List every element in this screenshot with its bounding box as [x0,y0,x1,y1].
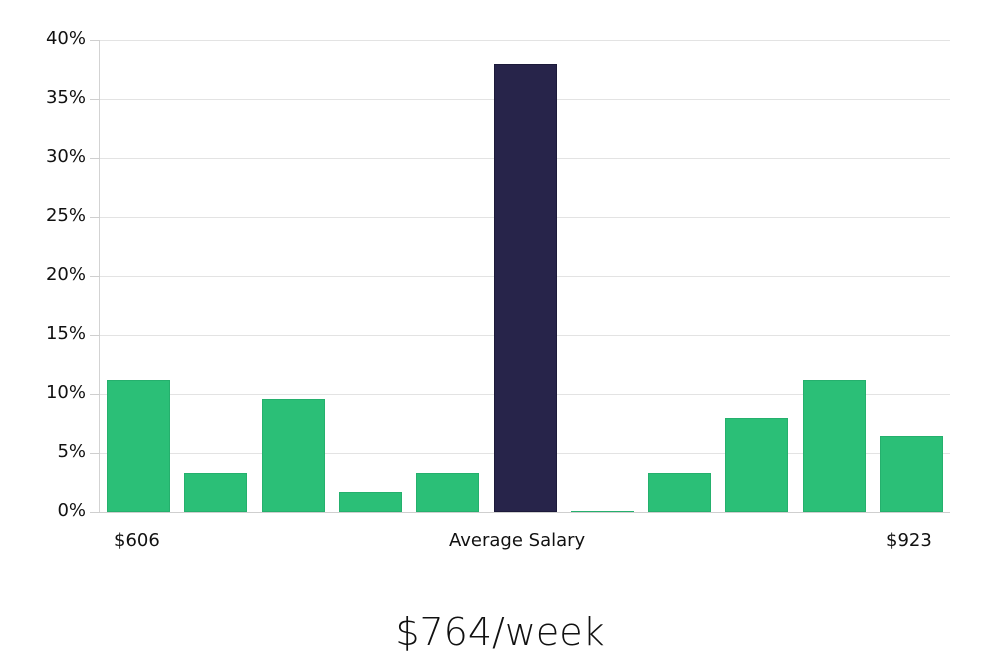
x-axis-line [99,512,950,513]
y-tick-mark [90,512,100,513]
y-tick-mark [90,40,100,41]
y-tick-mark [90,99,100,100]
x-min-label: $606 [114,530,160,551]
bar [107,380,170,512]
y-tick-mark [90,158,100,159]
bar [262,399,325,512]
x-axis-title: Average Salary [449,530,586,551]
bar-average-salary [494,64,557,512]
y-tick-label: 10% [45,382,86,403]
average-salary-value: $764/week [395,610,605,654]
gridline [100,40,950,41]
y-tick-mark [90,394,100,395]
bar [416,473,479,512]
y-tick-mark [90,335,100,336]
y-tick-label: 35% [45,87,86,108]
bar [339,492,402,512]
y-tick-label: 25% [45,205,86,226]
y-tick-label: 5% [57,441,86,462]
y-tick-label: 40% [45,28,86,49]
y-tick-label: 30% [45,146,86,167]
bar [880,436,943,512]
y-tick-mark [90,453,100,454]
bar [725,418,788,512]
bar [184,473,247,512]
y-tick-mark [90,276,100,277]
y-tick-label: 15% [45,323,86,344]
bar [803,380,866,512]
x-max-label: $923 [886,530,932,551]
bar [648,473,711,512]
y-tick-label: 20% [45,264,86,285]
y-tick-mark [90,217,100,218]
y-tick-label: 0% [57,500,86,521]
